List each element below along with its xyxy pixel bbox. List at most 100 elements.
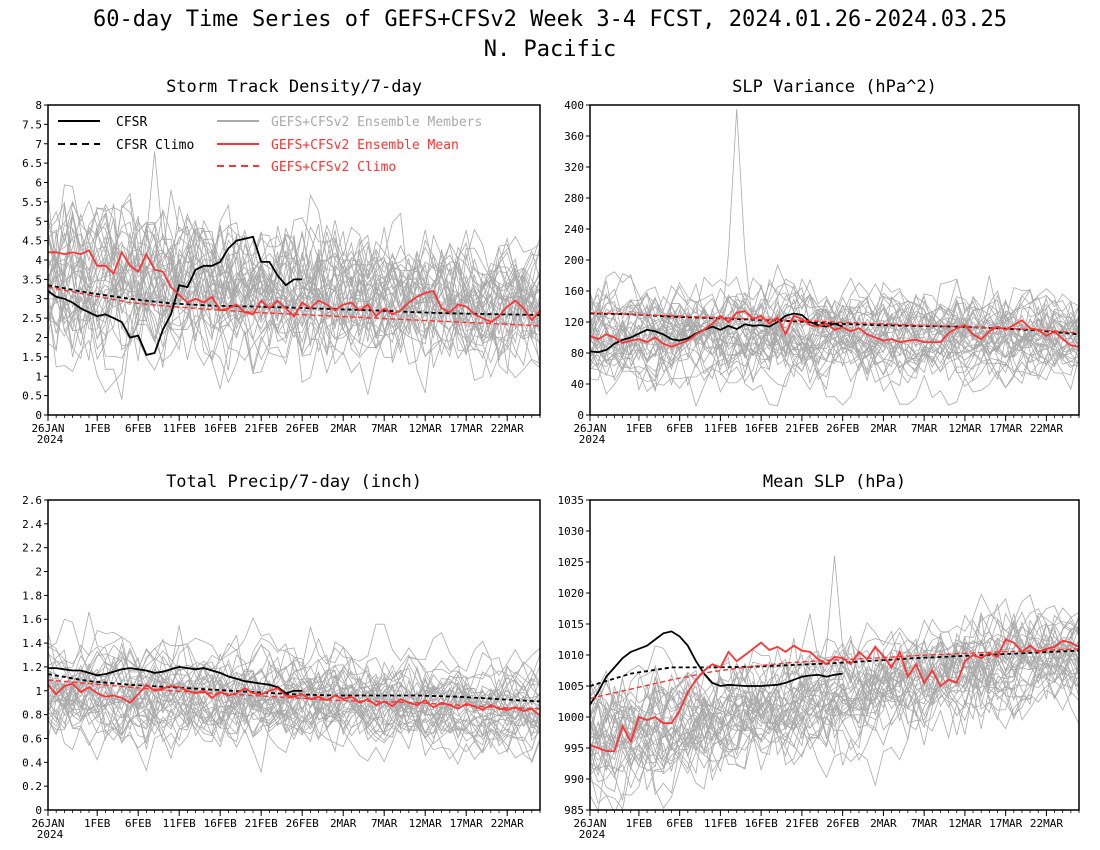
y-tick-label: 2.5 xyxy=(22,312,42,325)
legend-label-cfsr: CFSR xyxy=(116,115,147,130)
ensemble-member-line xyxy=(590,308,1079,383)
x-tick-label: 11FEB xyxy=(704,422,737,435)
y-tick-label: 0 xyxy=(577,409,584,422)
y-tick-label: 1015 xyxy=(558,618,585,631)
x-tick-label: 26FEB xyxy=(826,817,859,830)
ensemble-member-line xyxy=(590,686,1079,810)
y-tick-label: 1.2 xyxy=(22,661,42,674)
x-tick-label: 12MAR xyxy=(409,422,442,435)
y-tick-label: 160 xyxy=(564,285,584,298)
ensemble-member-line xyxy=(590,603,1079,732)
x-tick-label: 6FEB xyxy=(666,422,693,435)
x-tick-label: 1FEB xyxy=(84,422,111,435)
y-tick-label: 1 xyxy=(35,685,42,698)
y-tick-label: 0.2 xyxy=(22,780,42,793)
y-tick-label: 1.5 xyxy=(22,351,42,364)
figure-region: N. Pacific xyxy=(484,37,616,62)
ensemble-member-line xyxy=(48,696,540,766)
y-tick-label: 3 xyxy=(35,293,42,306)
y-tick-label: 6.5 xyxy=(22,157,42,170)
ensemble-member-line xyxy=(48,641,540,723)
ensemble-member-line xyxy=(48,669,540,742)
y-tick-label: 6 xyxy=(35,177,42,190)
x-tick-label: 12MAR xyxy=(409,817,442,830)
x-tick-label: 22MAR xyxy=(491,422,524,435)
ensemble-member-line xyxy=(590,608,1079,744)
x-tick-label: 7MAR xyxy=(371,817,398,830)
series-cfsr-slp-variance xyxy=(589,312,844,354)
y-tick-label: 1025 xyxy=(558,556,585,569)
y-tick-label: 0 xyxy=(35,409,42,422)
x-tick-label: 16FEB xyxy=(204,422,237,435)
x-tick-label: 21FEB xyxy=(245,817,278,830)
panel-precip: Total Precip/7-day (inch)00.20.40.60.811… xyxy=(22,472,541,841)
x-tick-label: 12MAR xyxy=(948,817,981,830)
x-tick-label: 17MAR xyxy=(450,817,483,830)
legend-label-members: GEFS+CFSv2 Ensemble Members xyxy=(271,115,482,130)
ensemble-member-line xyxy=(48,643,540,714)
ensemble-member-line xyxy=(590,659,1079,810)
ensemble-member-line xyxy=(590,643,1079,762)
series-cfsr-climo-storm-track xyxy=(47,284,541,316)
legend: CFSR CFSR Climo GEFS+CFSv2 Ensemble Memb… xyxy=(58,115,482,175)
ensemble-member-line xyxy=(48,203,540,322)
y-tick-label: 990 xyxy=(564,773,584,786)
x-year-label: 2024 xyxy=(579,433,606,446)
y-tick-label: 5 xyxy=(35,215,42,228)
x-tick-label: 6FEB xyxy=(125,817,152,830)
ensemble-member-line xyxy=(590,648,1079,758)
y-tick-label: 5.5 xyxy=(22,196,42,209)
panel-slp-variance: SLP Variance (hPa^2) 0 40 80 120 160 200 240 280… xyxy=(564,77,1080,446)
series-cfsr-climo-precip xyxy=(47,673,541,703)
legend-label-cfsr-climo: CFSR Climo xyxy=(116,138,194,153)
ensemble-member-line xyxy=(590,305,1079,392)
y-tick-label: 1035 xyxy=(558,494,585,507)
x-tick-label: 7MAR xyxy=(371,422,398,435)
y-tick-label: 240 xyxy=(564,223,584,236)
series-model-climo-mean-slp xyxy=(589,648,1080,700)
x-tick-label: 26FEB xyxy=(286,422,319,435)
y-tick-label: 2.2 xyxy=(22,542,42,555)
y-tick-label: 0.8 xyxy=(22,709,42,722)
ensemble-member-line xyxy=(48,225,540,361)
panel-mean-slp: Mean SLP (hPa) 985 990 995 1000 1005 1010 1015 1… xyxy=(558,472,1080,841)
series-model-climo-slp-variance xyxy=(589,312,1080,334)
x-tick-label: 16FEB xyxy=(745,817,778,830)
y-tick-label: 1010 xyxy=(558,649,585,662)
x-tick-label: 7MAR xyxy=(911,422,938,435)
x-tick-label: 11FEB xyxy=(163,422,196,435)
y-tick-label: 200 xyxy=(564,254,584,267)
ensemble-members-precip xyxy=(48,611,540,774)
ensemble-member-line xyxy=(48,198,540,323)
x-tick-label: 11FEB xyxy=(704,817,737,830)
x-tick-label: 1FEB xyxy=(626,422,653,435)
x-tick-label: 26FEB xyxy=(286,817,319,830)
panel-title-storm-track: Storm Track Density/7-day xyxy=(166,77,422,97)
y-tick-label: 0.4 xyxy=(22,756,42,769)
x-tick-label: 2MAR xyxy=(330,422,357,435)
y-tick-label: 2.4 xyxy=(22,518,42,531)
series-mean-slp-variance xyxy=(589,310,1080,348)
x-year-label: 2024 xyxy=(37,433,64,446)
y-tick-label: 4.5 xyxy=(22,235,42,248)
x-tick-label: 26JAN xyxy=(573,817,606,830)
ensemble-member-line xyxy=(590,335,1079,408)
series-cfsr-climo-mean-slp xyxy=(589,649,1080,687)
y-tick-label: 8 xyxy=(35,99,42,112)
y-tick-label: 360 xyxy=(564,130,584,143)
y-tick-label: 0.6 xyxy=(22,732,42,745)
ensemble-member-line xyxy=(48,636,540,707)
x-tick-label: 26JAN xyxy=(31,422,64,435)
y-tick-label: 7.5 xyxy=(22,118,42,131)
series-mean-precip xyxy=(47,682,541,717)
y-tick-label: 3.5 xyxy=(22,273,42,286)
panel-title-mean-slp: Mean SLP (hPa) xyxy=(763,472,906,492)
y-tick-label: 4 xyxy=(35,254,42,267)
ensemble-member-line xyxy=(48,205,540,334)
series-cfsr-storm-track xyxy=(47,235,303,356)
ensemble-member-line xyxy=(48,184,540,312)
legend-label-model-climo: GEFS+CFSv2 Climo xyxy=(271,160,396,175)
x-tick-label: 2MAR xyxy=(870,422,897,435)
y-tick-label: 7 xyxy=(35,138,42,151)
x-tick-label: 2MAR xyxy=(870,817,897,830)
